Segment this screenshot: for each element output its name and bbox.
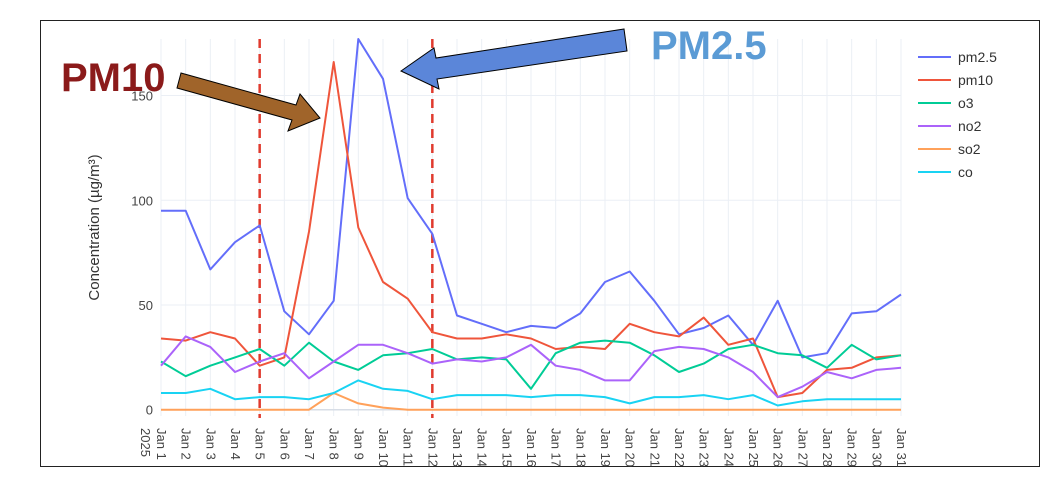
y-axis-ticks: 0 50 100 150 xyxy=(131,89,153,418)
y-axis-label: Concentration (µg/m³) xyxy=(86,154,103,300)
x-tick-label: Jan 29 xyxy=(845,428,860,467)
x-tick-label: Jan 27 xyxy=(795,428,810,467)
legend-label: o3 xyxy=(958,95,974,111)
x-tick-label: Jan 14 xyxy=(475,428,490,467)
x-tick-label: Jan 19 xyxy=(598,428,613,467)
x-tick-label: Jan 18 xyxy=(573,428,588,467)
x-tick-label: Jan 13 xyxy=(450,428,465,467)
x-tick-label: Jan 11 xyxy=(401,428,416,466)
x-tick-label: Jan 25 xyxy=(746,428,761,467)
series-line-pm25 xyxy=(161,38,902,359)
legend-label: pm10 xyxy=(958,72,993,88)
y-tick-label: 0 xyxy=(146,403,153,418)
x-tick-label: Jan 20 xyxy=(623,428,638,467)
x-axis-ticks: Jan 1 Jan 2 Jan 3 Jan 4 Jan 5 Jan 6 Jan 7 Jan 8… xyxy=(154,428,909,467)
x-tick-label: Jan 24 xyxy=(721,428,736,467)
chart-frame: 0 50 100 150 Jan 1 Jan 2 Jan 3 Jan 4 Jan 5 Jan 6… xyxy=(40,20,1040,467)
x-tick-label: Jan 4 xyxy=(228,428,243,460)
legend-label: co xyxy=(958,164,973,180)
x-tick-label: Jan 17 xyxy=(549,428,564,467)
series-line-co xyxy=(161,379,901,407)
legend: pm2.5 pm10 o3 no2 so2 co xyxy=(918,49,997,180)
series-line-so2 xyxy=(161,392,901,411)
gridlines xyxy=(160,39,902,416)
series-lines xyxy=(160,38,902,411)
x-tick-label: Jan 3 xyxy=(203,428,218,460)
x-tick-label: Jan 6 xyxy=(277,428,292,460)
x-tick-label: Jan 22 xyxy=(672,428,687,467)
x-tick-label: Jan 1 xyxy=(154,428,169,460)
x-tick-label: Jan 8 xyxy=(327,428,342,460)
x-tick-label: Jan 16 xyxy=(524,428,539,467)
x-tick-label: Jan 2 xyxy=(179,428,194,460)
pm10-arrow xyxy=(176,72,321,132)
x-tick-label: Jan 26 xyxy=(771,428,786,467)
annotations: PM10 PM2.5 xyxy=(61,24,767,132)
x-tick-label: Jan 12 xyxy=(425,428,440,467)
legend-label: so2 xyxy=(958,141,981,157)
x-tick-label: Jan 30 xyxy=(869,428,884,467)
x-tick-label: Jan 5 xyxy=(253,428,268,460)
x-tick-label: Jan 9 xyxy=(351,428,366,460)
x-tick-label: Jan 10 xyxy=(376,428,391,467)
x-tick-label: Jan 23 xyxy=(697,428,712,467)
x-tick-label: Jan 7 xyxy=(302,428,317,460)
series-line-o3 xyxy=(160,339,902,390)
x-tick-label: Jan 28 xyxy=(820,428,835,467)
series-line-no2 xyxy=(160,335,902,399)
legend-label: no2 xyxy=(958,118,982,134)
legend-label: pm2.5 xyxy=(958,49,997,65)
x-axis-year-label: 2025 xyxy=(138,428,153,457)
pm25-annotation: PM2.5 xyxy=(651,24,767,68)
y-tick-label: 100 xyxy=(131,193,153,208)
pm25-arrow xyxy=(400,28,628,90)
x-tick-label: Jan 15 xyxy=(499,428,514,467)
line-chart: 0 50 100 150 Jan 1 Jan 2 Jan 3 Jan 4 Jan 5 Jan 6… xyxy=(61,24,997,467)
y-tick-label: 50 xyxy=(139,298,153,313)
pm10-annotation: PM10 xyxy=(61,56,166,100)
x-tick-label: Jan 31 xyxy=(894,428,909,467)
x-tick-label: Jan 21 xyxy=(647,428,662,467)
y-tick-label: 150 xyxy=(131,89,153,104)
